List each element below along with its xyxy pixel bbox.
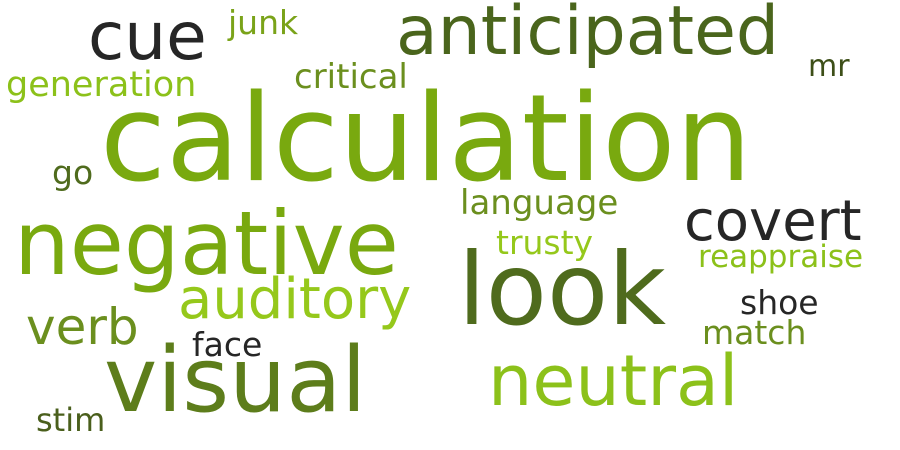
word-covert: covert [684,189,862,254]
word-mr: mr [808,49,850,84]
word-reappraise: reappraise [698,239,864,275]
word-auditory: auditory [178,267,412,332]
word-cue: cue [88,0,207,75]
word-language: language [460,183,619,223]
word-calculation: calculation [100,70,752,209]
word-stim: stim [36,401,106,439]
word-verb: verb [26,298,139,356]
word-junk: junk [228,3,299,42]
word-go: go [52,153,94,192]
word-neutral: neutral [488,340,739,422]
word-shoe: shoe [740,283,819,322]
word-match: match [702,313,807,352]
word-visual: visual [104,328,367,433]
word-look: look [458,231,667,348]
word-negative: negative [14,192,399,295]
word-trusty: trusty [496,223,594,262]
word-generation: generation [6,65,197,105]
word-anticipated: anticipated [396,0,780,71]
word-face: face [192,325,263,364]
word-critical: critical [294,57,408,97]
